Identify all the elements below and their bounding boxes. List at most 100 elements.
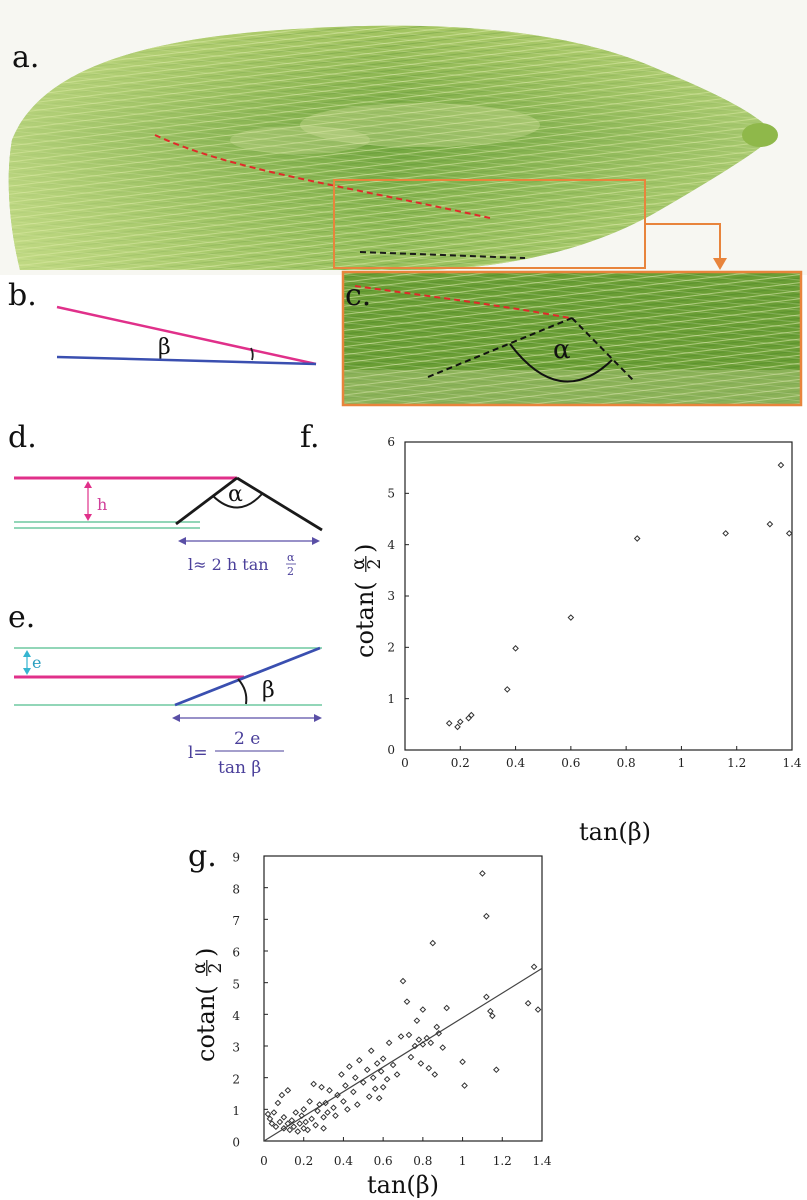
y-tick-label: 1 bbox=[387, 692, 395, 706]
panel-label-d: d. bbox=[8, 420, 37, 455]
data-point bbox=[324, 1109, 331, 1116]
data-point bbox=[373, 1060, 381, 1067]
data-point bbox=[385, 1039, 393, 1047]
x-axis-label: tan(β) bbox=[579, 818, 651, 846]
data-point bbox=[443, 1004, 450, 1012]
data-point bbox=[284, 1120, 292, 1127]
alpha-symbol-c: α bbox=[553, 335, 571, 365]
scatter-chart-g: 0 0.2 0.4 0.6 0.8 1 1.2 1.4 0 1 2 3 4 5 6 7 8 9 tan(β) cota… bbox=[190, 851, 552, 1199]
data-point bbox=[405, 1031, 413, 1039]
data-point bbox=[461, 1082, 468, 1089]
x-tick-label: 0.4 bbox=[506, 756, 525, 770]
data-point bbox=[403, 998, 411, 1005]
y-tick-label: 0 bbox=[232, 1136, 240, 1150]
zoom-arrow-head bbox=[713, 258, 727, 270]
angle-arc-beta bbox=[250, 347, 254, 361]
fit-line bbox=[263, 967, 543, 1142]
panel-a: a. bbox=[0, 0, 807, 275]
y-axis-label-suffix: ) bbox=[351, 544, 379, 553]
data-point bbox=[320, 1125, 327, 1132]
x-tick-label: 0.6 bbox=[561, 756, 580, 770]
zoom-photo-edge bbox=[343, 370, 801, 405]
red-dashed-vein bbox=[154, 134, 491, 219]
y-tick-label: 0 bbox=[387, 743, 395, 757]
panel-label-f: f. bbox=[300, 420, 320, 455]
e-formula-lhs: l= bbox=[188, 743, 208, 763]
data-point bbox=[292, 1109, 300, 1116]
e-angle-arc bbox=[237, 678, 248, 705]
y-tick-label: 8 bbox=[232, 882, 240, 896]
data-point bbox=[534, 1006, 542, 1013]
data-point bbox=[296, 1120, 304, 1127]
h-arrow-head-top bbox=[84, 481, 92, 488]
e-gap-arrow-bottom bbox=[23, 668, 31, 675]
plot-frame-f bbox=[404, 441, 793, 751]
y-axis-label-frac-num: α bbox=[349, 558, 369, 570]
data-point bbox=[280, 1113, 288, 1121]
data-point bbox=[483, 993, 490, 1001]
data-point bbox=[777, 461, 785, 469]
data-point bbox=[300, 1125, 308, 1132]
data-point bbox=[284, 1087, 292, 1094]
panel-label-b: b. bbox=[8, 278, 37, 313]
x-tick-label: 0.8 bbox=[413, 1154, 432, 1168]
x-tick-label: 0.2 bbox=[294, 1154, 313, 1168]
data-point bbox=[290, 1123, 298, 1131]
data-point bbox=[417, 1060, 425, 1067]
y-tick-label: 7 bbox=[232, 914, 240, 928]
lower-line-blue bbox=[56, 355, 317, 366]
e-blue-diagonal bbox=[174, 646, 321, 707]
data-point bbox=[294, 1128, 302, 1135]
panel-g: g. 0 0.2 0.4 0.6 0.8 1 1.2 1.4 0 1 2 3 4 5 6 7 8 9 tan(β) c… bbox=[188, 839, 552, 1199]
data-point bbox=[503, 686, 511, 693]
data-point bbox=[308, 1115, 315, 1123]
data-point bbox=[264, 1110, 272, 1118]
data-point bbox=[316, 1101, 323, 1108]
data-point bbox=[278, 1091, 286, 1099]
data-point bbox=[302, 1118, 310, 1126]
data-point bbox=[276, 1118, 284, 1126]
y-axis-label-prefix: cotan( bbox=[192, 985, 220, 1062]
data-point bbox=[298, 1112, 306, 1119]
e-length-arrow-left bbox=[172, 714, 180, 722]
y-tick-label: 5 bbox=[387, 487, 395, 501]
data-point bbox=[454, 723, 461, 731]
data-point bbox=[312, 1121, 319, 1129]
data-point bbox=[377, 1068, 385, 1075]
y-tick-label: 2 bbox=[387, 641, 395, 655]
data-point bbox=[334, 1091, 341, 1099]
data-point bbox=[359, 1079, 367, 1086]
leaf-tip bbox=[742, 123, 778, 147]
data-point bbox=[350, 1088, 357, 1096]
data-point bbox=[340, 1098, 347, 1105]
panel-b: b. β bbox=[8, 278, 317, 366]
panel-label-g: g. bbox=[188, 839, 217, 874]
y-tick-label: 4 bbox=[387, 538, 395, 552]
h-label: h bbox=[97, 495, 107, 514]
data-point bbox=[413, 1017, 421, 1024]
x-tick-label: 0.4 bbox=[334, 1154, 353, 1168]
leaf-highlight bbox=[300, 103, 540, 147]
x-tick-label: 1.4 bbox=[532, 1154, 551, 1168]
beta-symbol-e: β bbox=[262, 678, 275, 703]
data-point bbox=[487, 1007, 494, 1015]
data-point bbox=[330, 1104, 337, 1112]
data-point bbox=[435, 1030, 443, 1037]
y-tick-label: 2 bbox=[232, 1072, 240, 1086]
data-point bbox=[423, 1034, 431, 1042]
data-point bbox=[288, 1117, 296, 1124]
data-point bbox=[439, 1044, 447, 1051]
panel-label-c: c. bbox=[345, 278, 371, 313]
data-point bbox=[383, 1075, 391, 1083]
x-tick-label: 0.2 bbox=[451, 756, 470, 770]
angle-arc-alpha bbox=[509, 343, 613, 383]
data-point bbox=[346, 1063, 353, 1070]
h-arrow-head-bottom bbox=[84, 514, 92, 521]
black-dashed-left bbox=[427, 317, 573, 378]
data-point bbox=[489, 1012, 496, 1020]
data-point bbox=[272, 1123, 280, 1131]
data-point bbox=[415, 1036, 423, 1043]
data-point bbox=[524, 999, 532, 1007]
y-axis-label-suffix: ) bbox=[192, 948, 220, 957]
data-point bbox=[375, 1094, 383, 1102]
